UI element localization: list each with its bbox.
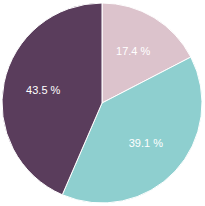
- data-labels: 17.4 % 39.1 % 43.5 %: [26, 45, 163, 149]
- data-label: 43.5 %: [26, 84, 60, 96]
- pie: [2, 3, 202, 203]
- data-label: 39.1 %: [129, 137, 163, 149]
- chart: 17.4 % 39.1 % 43.5 %: [0, 0, 205, 206]
- data-label: 17.4 %: [116, 45, 150, 57]
- slice: [2, 3, 102, 195]
